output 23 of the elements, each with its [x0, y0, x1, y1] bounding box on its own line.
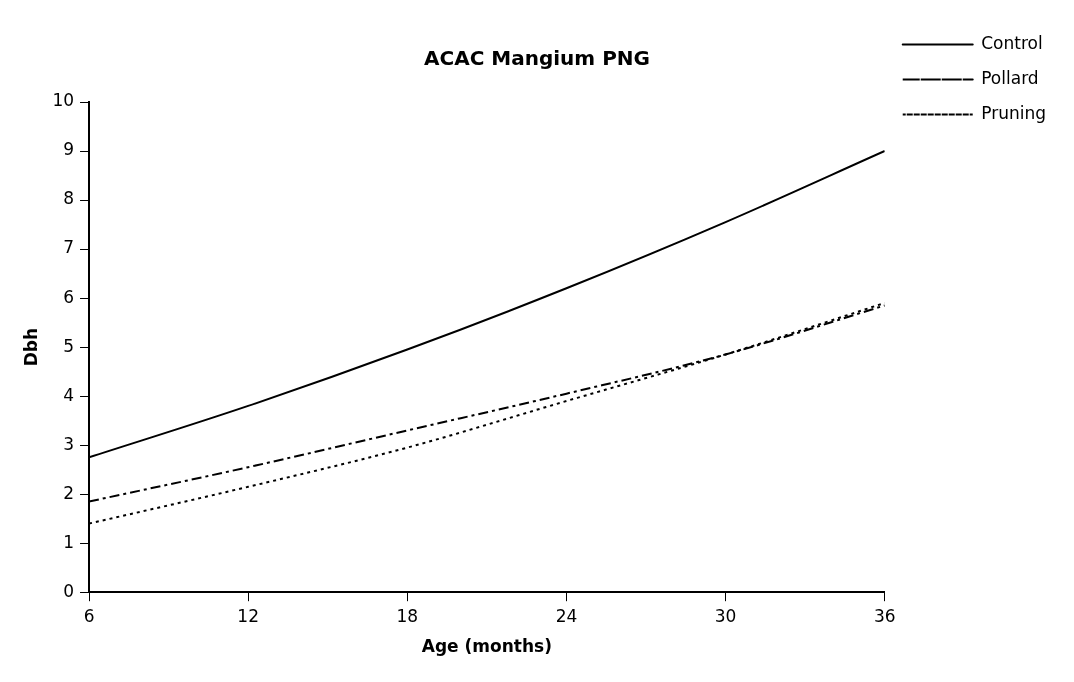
y-tick-label: 1: [63, 531, 75, 552]
y-tick-label: 0: [63, 580, 75, 601]
y-tick-label: 6: [63, 286, 75, 307]
x-axis-title: Age (months): [421, 636, 552, 657]
x-tick-label: 24: [555, 605, 578, 626]
y-tick-label: 8: [63, 188, 75, 209]
legend-label: Control: [981, 32, 1043, 53]
x-tick-label: 36: [873, 605, 896, 626]
legend-label: Pruning: [981, 102, 1046, 123]
y-tick-label: 3: [63, 433, 75, 454]
y-tick-label: 4: [63, 384, 75, 405]
y-tick-label: 2: [63, 482, 75, 503]
x-tick-label: 6: [83, 605, 95, 626]
y-tick-label: 10: [52, 90, 75, 111]
x-tick-label: 30: [714, 605, 737, 626]
y-tick-label: 7: [63, 237, 75, 258]
x-tick-label: 12: [237, 605, 259, 626]
y-tick-label: 5: [63, 335, 75, 356]
chart-title: ACAC Mangium PNG: [424, 46, 650, 71]
x-tick-label: 18: [396, 605, 419, 626]
y-tick-label: 9: [63, 139, 75, 160]
legend-label: Pollard: [981, 67, 1039, 88]
y-axis-title: Dbh: [20, 327, 41, 367]
